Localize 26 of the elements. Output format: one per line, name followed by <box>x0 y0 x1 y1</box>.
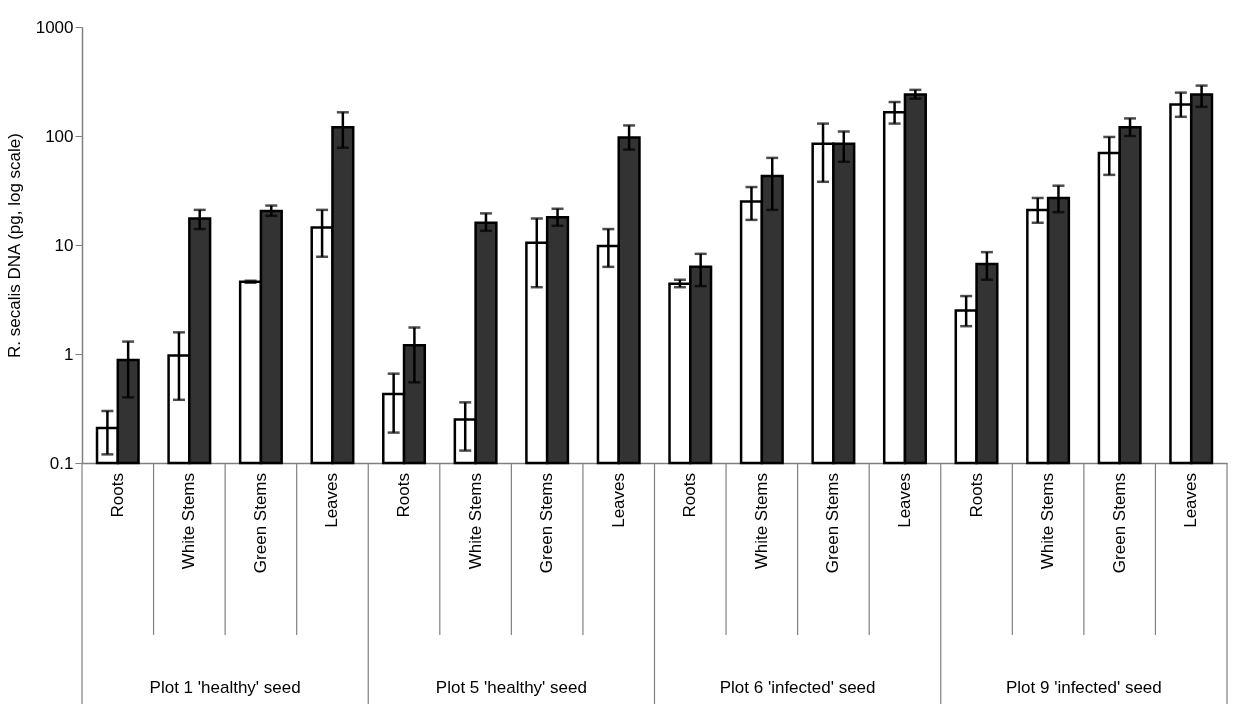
x-tick-label: Green Stems <box>1109 473 1129 574</box>
x-tick-label: Leaves <box>894 473 914 528</box>
y-tick-label: 1 <box>64 344 74 364</box>
x-tick-label: Roots <box>107 473 127 518</box>
text: Plot 5 'healthy' seed <box>435 678 587 697</box>
x-tick-label: Roots <box>394 473 414 518</box>
x-tick-label: White Stems <box>179 473 199 570</box>
x-tick-label: Leaves <box>608 473 628 528</box>
x-tick-label: Roots <box>966 473 986 518</box>
y-tick-label: 0.1 <box>49 453 74 473</box>
x-tick-label: White Stems <box>465 473 485 570</box>
x-tick-label: Green Stems <box>537 473 557 574</box>
x-tick-label: Leaves <box>1181 473 1201 528</box>
x-tick-label: Roots <box>680 473 700 518</box>
y-tick-label: 10 <box>54 235 74 255</box>
x-tick-label: Green Stems <box>250 473 270 574</box>
x-tick-label: White Stems <box>751 473 771 570</box>
y-tick-label: 1000 <box>35 17 74 37</box>
x-tick-label: White Stems <box>1038 473 1058 570</box>
y-axis-title: R. secalis DNA (pg, log scale) <box>4 133 24 358</box>
y-tick-label: 100 <box>45 126 74 146</box>
text: Plot 6 'infected' seed <box>719 678 876 697</box>
text: Plot 1 'healthy' seed <box>149 678 301 697</box>
x-tick-label: Green Stems <box>823 473 843 574</box>
x-tick-label: Leaves <box>322 473 342 528</box>
text: Plot 9 'infected' seed <box>1005 678 1162 697</box>
